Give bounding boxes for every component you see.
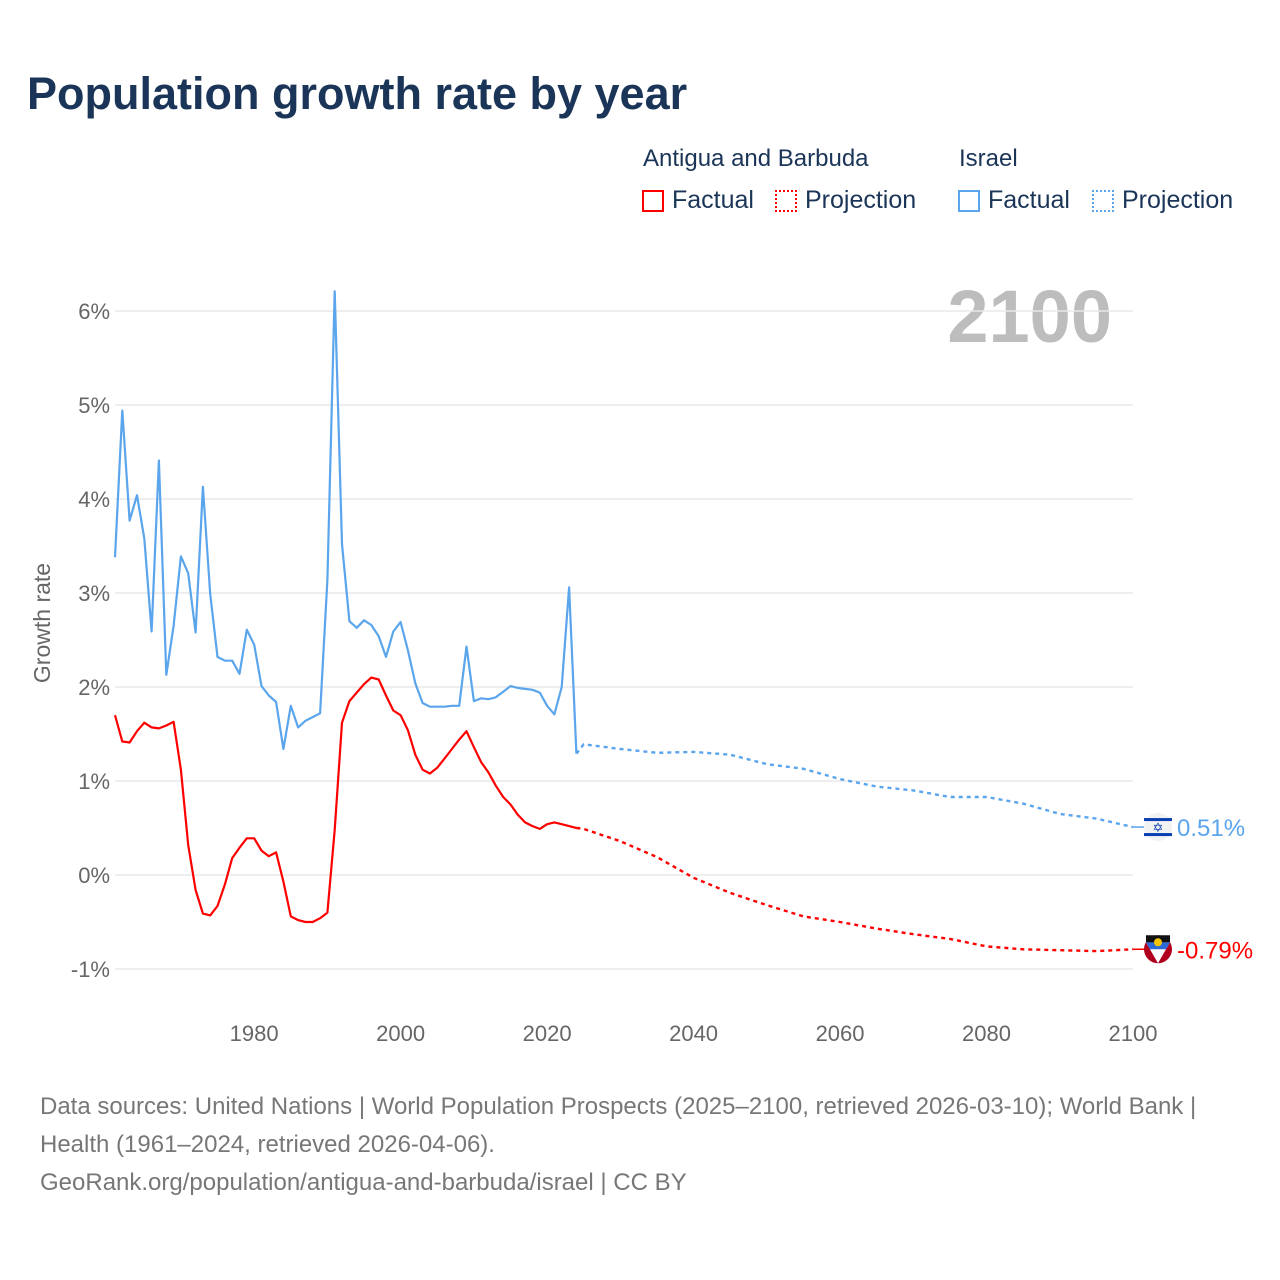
data-sources: Data sources: United Nations | World Pop… bbox=[40, 1093, 1197, 1158]
series-israel-factual bbox=[113, 290, 578, 754]
legend-swatch-dotted bbox=[1092, 189, 1114, 212]
legend-label: Factual bbox=[988, 186, 1070, 214]
sun-icon bbox=[1154, 938, 1162, 947]
legend-swatch-dotted bbox=[775, 189, 797, 212]
legend-antigua-factual[interactable]: Factual bbox=[642, 186, 754, 215]
end-value-label: 0.51% bbox=[1177, 815, 1245, 842]
line-chart: 2100 Growth rate -1% 0% 1% 2% 3% 4% 5% 6% 1980 20… bbox=[29, 275, 1253, 1046]
x-tick-label: 2080 bbox=[962, 1021, 1011, 1046]
x-tick-label: 1980 bbox=[230, 1021, 279, 1046]
legend-swatch-solid bbox=[642, 189, 664, 212]
y-axis-label: Growth rate bbox=[29, 563, 55, 683]
flag-stripe bbox=[1144, 818, 1172, 822]
legend-label: Projection bbox=[805, 186, 917, 214]
y-tick-label: 5% bbox=[78, 393, 110, 418]
year-watermark: 2100 bbox=[947, 275, 1112, 358]
series-israel-projection bbox=[575, 743, 1134, 829]
star-of-david-icon: ✡ bbox=[1153, 820, 1164, 835]
flag-stripe bbox=[1144, 833, 1172, 837]
y-tick-label: 3% bbox=[78, 581, 110, 606]
series-antigua-and-barbuda-factual bbox=[113, 676, 577, 924]
legend-swatch-solid bbox=[958, 189, 980, 212]
legend-antigua-projection[interactable]: Projection bbox=[775, 186, 916, 215]
legend-israel-factual[interactable]: Factual bbox=[958, 186, 1070, 215]
end-value-label: -0.79% bbox=[1177, 937, 1253, 964]
x-tick-label: 2100 bbox=[1109, 1021, 1158, 1046]
x-tick-label: 2060 bbox=[816, 1021, 865, 1046]
y-tick-label: 4% bbox=[78, 487, 110, 512]
legend-label: Projection bbox=[1122, 186, 1234, 214]
y-tick-label: 0% bbox=[78, 863, 110, 888]
footer: Data sources: United Nations | World Pop… bbox=[40, 1088, 1240, 1202]
x-tick-label: 2000 bbox=[376, 1021, 425, 1046]
x-tick-label: 2040 bbox=[669, 1021, 718, 1046]
legend-israel-projection[interactable]: Projection bbox=[1092, 186, 1233, 215]
y-tick-label: 2% bbox=[78, 675, 110, 700]
legend-group-antigua: Antigua and Barbuda bbox=[643, 145, 869, 172]
chart-title: Population growth rate by year bbox=[27, 68, 688, 119]
series-antigua-and-barbuda-projection bbox=[576, 826, 1134, 953]
source-link[interactable]: GeoRank.org/population/antigua-and-barbu… bbox=[40, 1169, 687, 1196]
legend-label: Factual bbox=[672, 186, 754, 214]
y-tick-label: 1% bbox=[78, 769, 110, 794]
y-tick-label: 6% bbox=[78, 299, 110, 324]
x-tick-label: 2020 bbox=[523, 1021, 572, 1046]
legend-group-israel: Israel bbox=[959, 145, 1018, 172]
y-tick-label: -1% bbox=[71, 957, 110, 982]
